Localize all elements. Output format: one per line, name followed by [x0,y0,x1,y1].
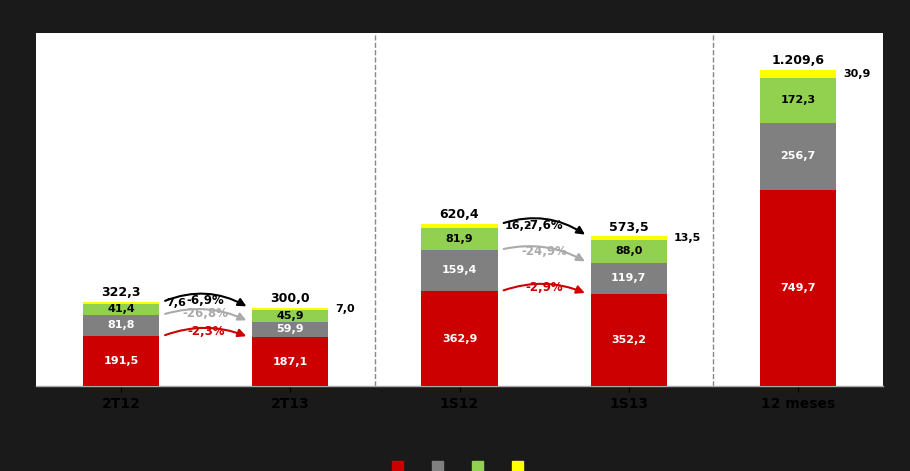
Text: 1.209,6: 1.209,6 [772,54,824,67]
Text: 45,9: 45,9 [277,310,304,321]
Bar [252,322,329,337]
Text: 256,7: 256,7 [781,152,815,162]
Text: 41,4: 41,4 [107,304,135,314]
Bar [252,309,329,322]
Text: 362,9: 362,9 [442,334,477,344]
Text: -2,3%: -2,3% [187,325,225,339]
Text: 7,6: 7,6 [166,298,186,308]
Bar [252,337,329,386]
Bar [83,302,159,304]
Text: 322,3: 322,3 [101,286,141,299]
Text: 573,5: 573,5 [609,220,649,234]
Bar [591,236,667,240]
Bar [83,315,159,336]
Bar [421,228,498,250]
Legend: , , , : , , , [387,456,532,471]
Text: 172,3: 172,3 [781,95,815,106]
Text: -2,9%: -2,9% [525,282,563,294]
Text: 13,5: 13,5 [673,233,701,243]
Text: 81,8: 81,8 [107,320,135,331]
Bar [591,240,667,263]
Text: 620,4: 620,4 [440,208,480,221]
Text: 59,9: 59,9 [277,325,304,334]
Text: -7,6%: -7,6% [525,219,563,232]
Text: 300,0: 300,0 [270,292,310,305]
Text: 191,5: 191,5 [104,356,138,366]
Bar [421,224,498,228]
Text: -24,9%: -24,9% [521,245,567,258]
Bar [760,190,836,386]
Bar [760,70,836,78]
Text: 119,7: 119,7 [612,273,646,284]
Text: -26,8%: -26,8% [183,307,228,320]
Bar [252,308,329,309]
Bar [421,291,498,386]
Bar [760,78,836,123]
Text: 187,1: 187,1 [273,357,308,367]
Bar [83,304,159,315]
Text: 7,0: 7,0 [335,304,355,314]
Text: 16,2: 16,2 [504,221,532,231]
Text: 30,9: 30,9 [843,69,870,79]
Bar [421,250,498,291]
Text: 81,9: 81,9 [446,234,473,244]
Bar [83,336,159,386]
Text: 749,7: 749,7 [780,283,816,293]
Text: 88,0: 88,0 [615,246,642,256]
Text: -6,9%: -6,9% [187,293,225,307]
Bar [591,263,667,294]
Bar [760,123,836,190]
Text: 159,4: 159,4 [442,265,477,276]
Text: 352,2: 352,2 [612,335,646,345]
Bar [591,294,667,386]
